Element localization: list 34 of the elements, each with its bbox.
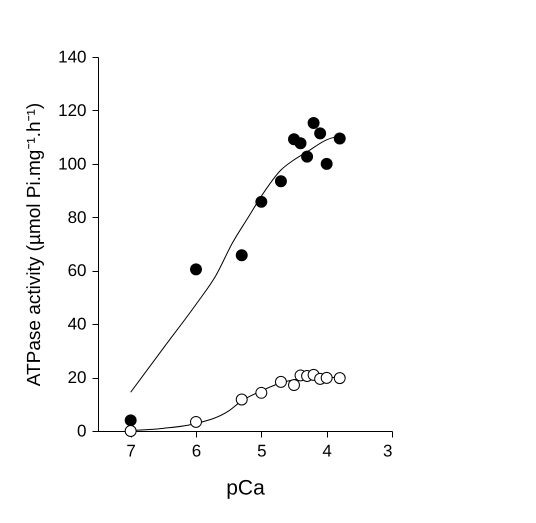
point (314, 127, 326, 140)
point (288, 379, 300, 392)
point (255, 386, 268, 399)
point (301, 150, 314, 163)
point (236, 249, 248, 262)
point (190, 263, 202, 276)
x-tick-label: 5 (257, 442, 267, 460)
point (124, 414, 137, 426)
point (274, 376, 287, 388)
y-tick-label: 60 (68, 261, 86, 280)
point (320, 158, 333, 170)
point (334, 372, 346, 384)
point (236, 394, 248, 406)
point (294, 137, 307, 150)
point (255, 196, 268, 208)
point (334, 132, 346, 144)
y-axis-title: ATPase activity (µmol Pi.mg⁻¹.h⁻¹) (24, 102, 46, 386)
y-tick-label: 80 (68, 208, 86, 227)
y-tick-label: 20 (68, 368, 86, 388)
x-tick-label: 4 (322, 442, 332, 460)
x-tick-label: 6 (192, 442, 202, 460)
x-tick-label: 3 (383, 442, 392, 460)
point (274, 175, 287, 188)
y-tick-label: 120 (58, 100, 86, 120)
point (320, 372, 333, 384)
x-axis-title: pCa (226, 476, 266, 500)
y-tick-label: 140 (58, 48, 86, 66)
y-tick-label: 40 (68, 314, 86, 334)
y-tick-label: 0 (77, 422, 86, 440)
point (190, 416, 202, 428)
x-tick-label: 7 (126, 442, 136, 460)
y-tick-label: 100 (58, 154, 86, 174)
point (124, 425, 137, 437)
point (308, 117, 320, 129)
